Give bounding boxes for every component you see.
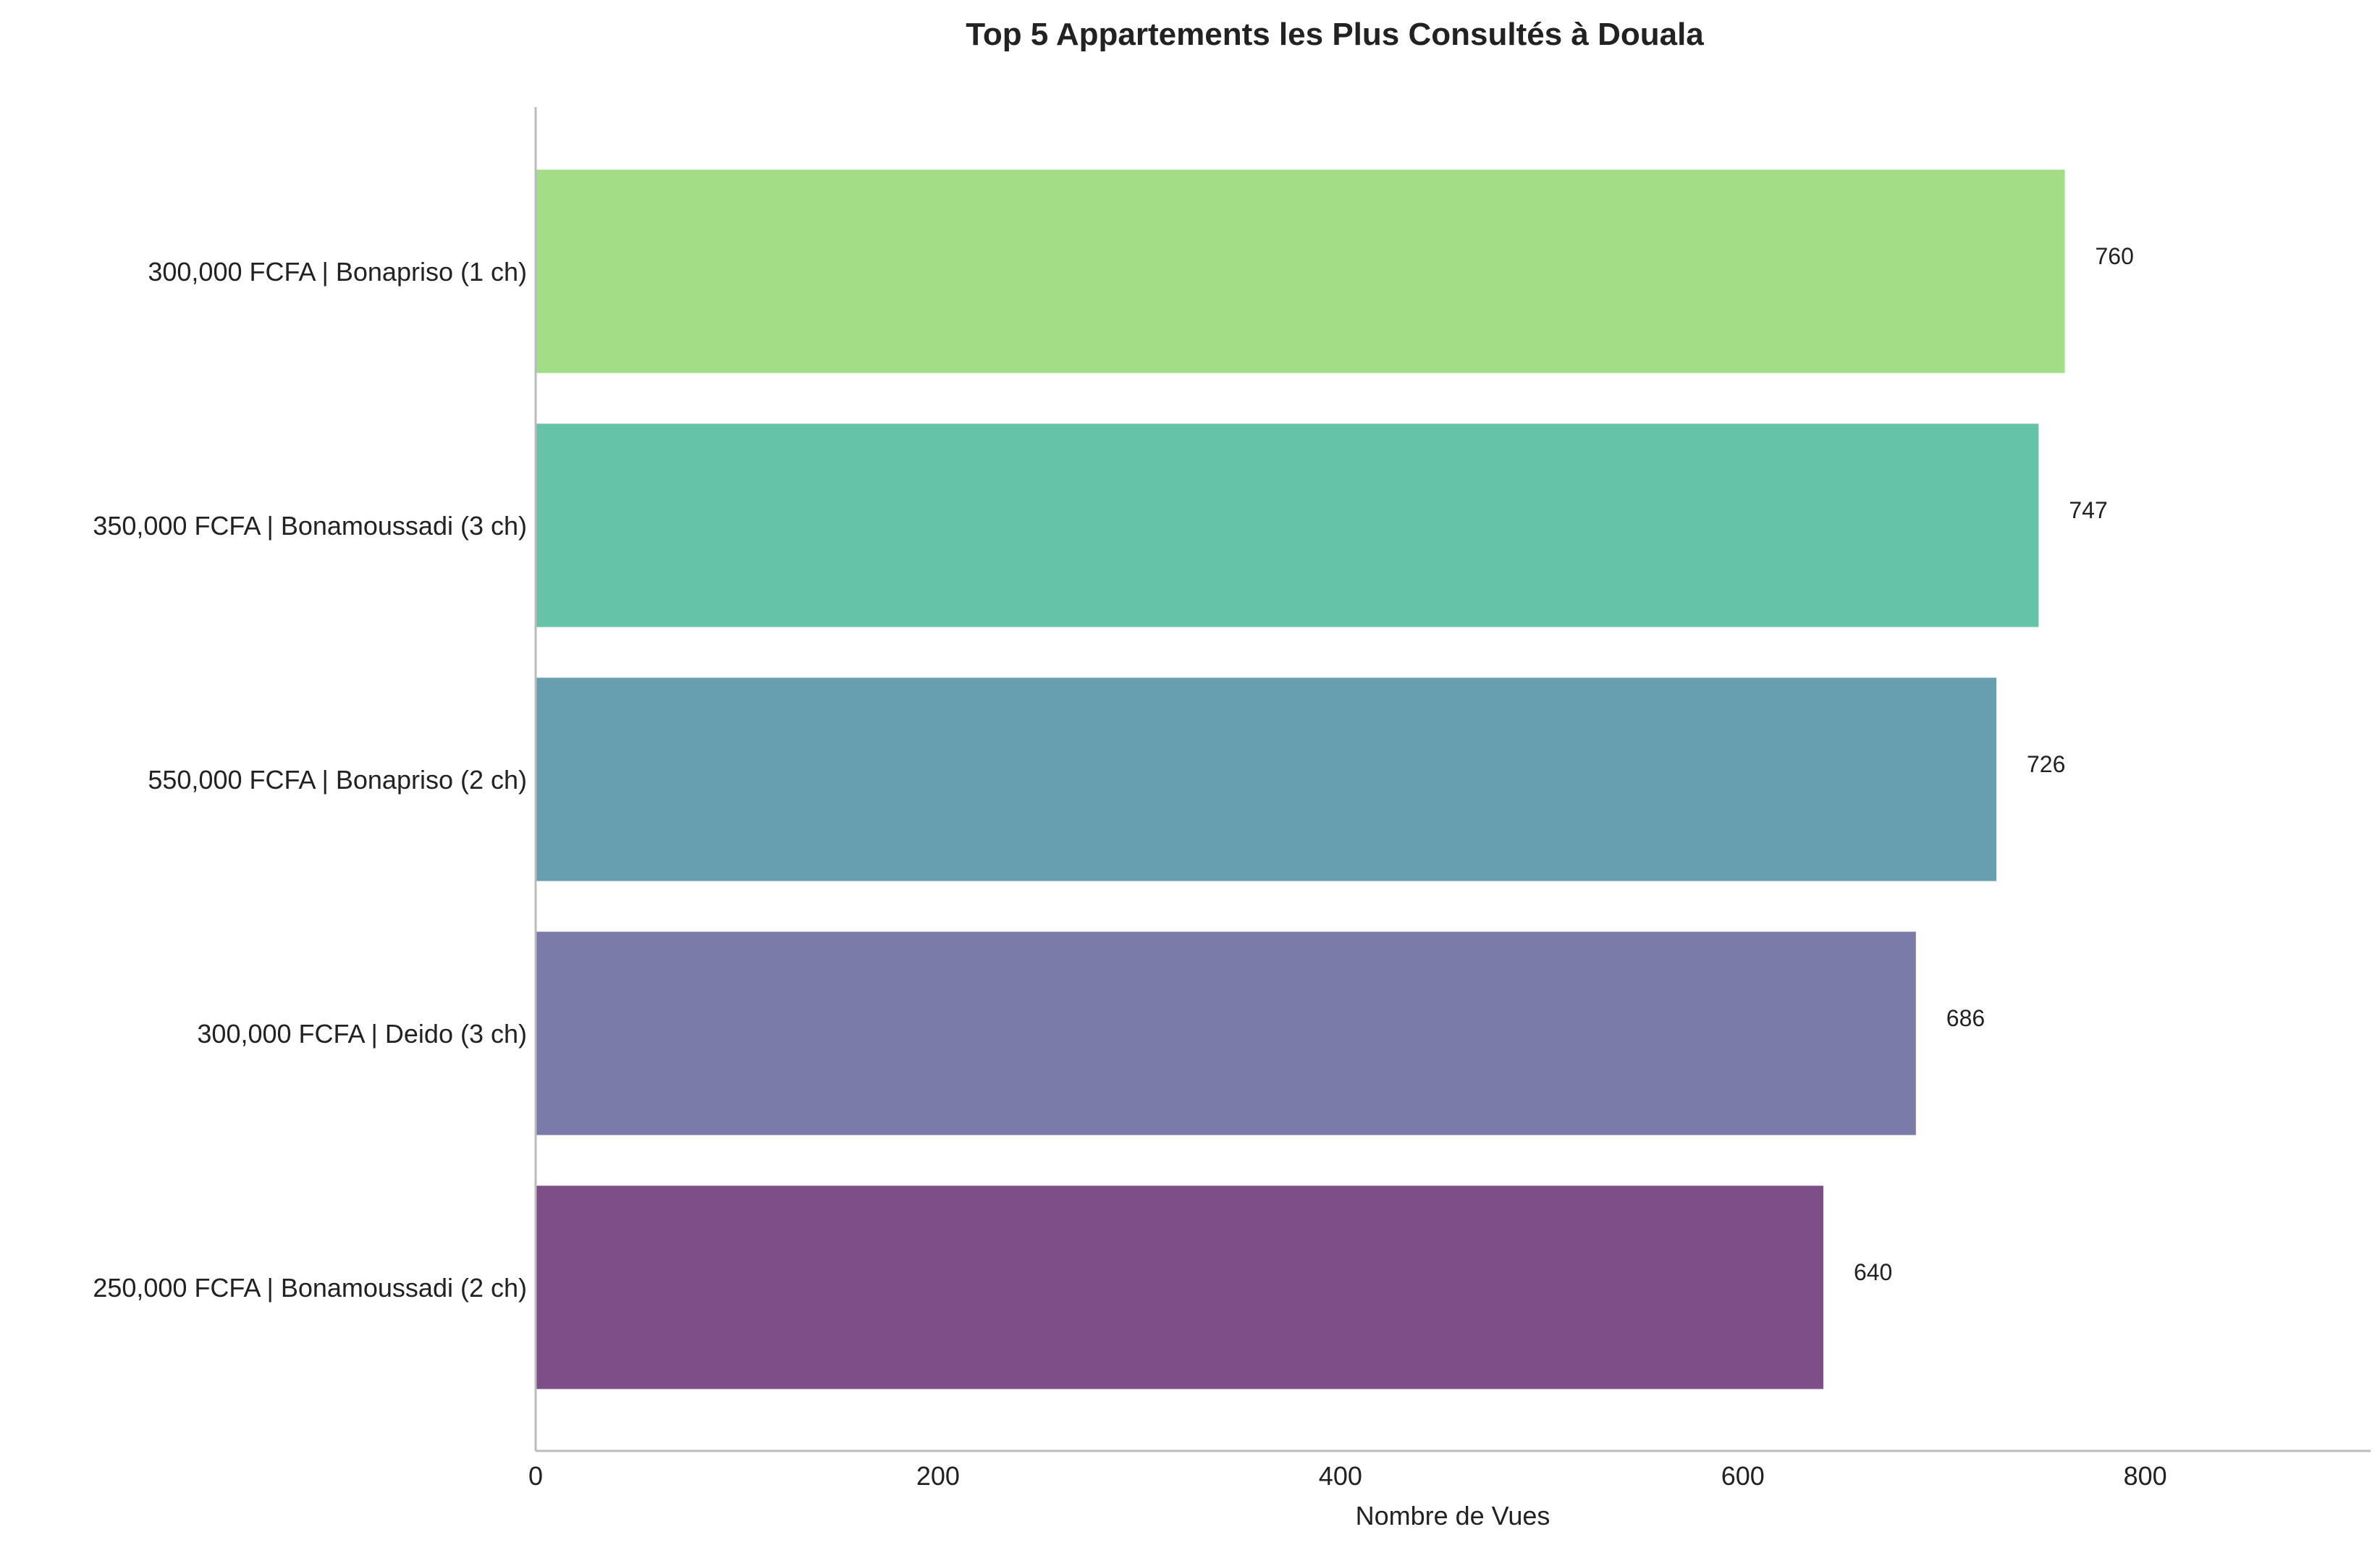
data-label-5: 640 [1854, 1259, 1892, 1285]
data-label-4: 686 [1946, 1005, 1985, 1031]
bars-group [536, 169, 2065, 1389]
bar-5 [536, 1185, 1823, 1389]
y-tick-label-2: 350,000 FCFA | Bonamoussadi (3 ch) [93, 511, 527, 541]
x-tick-label-0: 0 [528, 1461, 543, 1491]
data-labels: 760 747 726 686 640 [1854, 243, 2134, 1285]
x-tick-label-800: 800 [2124, 1461, 2167, 1491]
bar-2 [536, 423, 2039, 627]
x-tick-labels: 0 200 400 600 800 [528, 1461, 2167, 1491]
data-label-2: 747 [2069, 497, 2107, 523]
y-tick-label-1: 300,000 FCFA | Bonapriso (1 ch) [148, 257, 527, 287]
bar-1 [536, 169, 2065, 373]
y-tick-label-4: 300,000 FCFA | Deido (3 ch) [197, 1019, 527, 1049]
x-axis-label: Nombre de Vues [1356, 1501, 1550, 1531]
bar-3 [536, 677, 1996, 881]
x-tick-label-600: 600 [1721, 1461, 1765, 1491]
x-tick-label-400: 400 [1319, 1461, 1362, 1491]
y-tick-labels: 300,000 FCFA | Bonapriso (1 ch) 350,000 F… [93, 257, 527, 1303]
x-tick-label-200: 200 [916, 1461, 960, 1491]
y-tick-label-5: 250,000 FCFA | Bonamoussadi (2 ch) [93, 1273, 527, 1303]
y-tick-label-3: 550,000 FCFA | Bonapriso (2 ch) [148, 765, 527, 795]
bar-4 [536, 931, 1916, 1135]
chart-title: Top 5 Appartements les Plus Consultés à … [966, 17, 1704, 52]
data-label-1: 760 [2096, 243, 2134, 269]
data-label-3: 726 [2027, 751, 2065, 777]
